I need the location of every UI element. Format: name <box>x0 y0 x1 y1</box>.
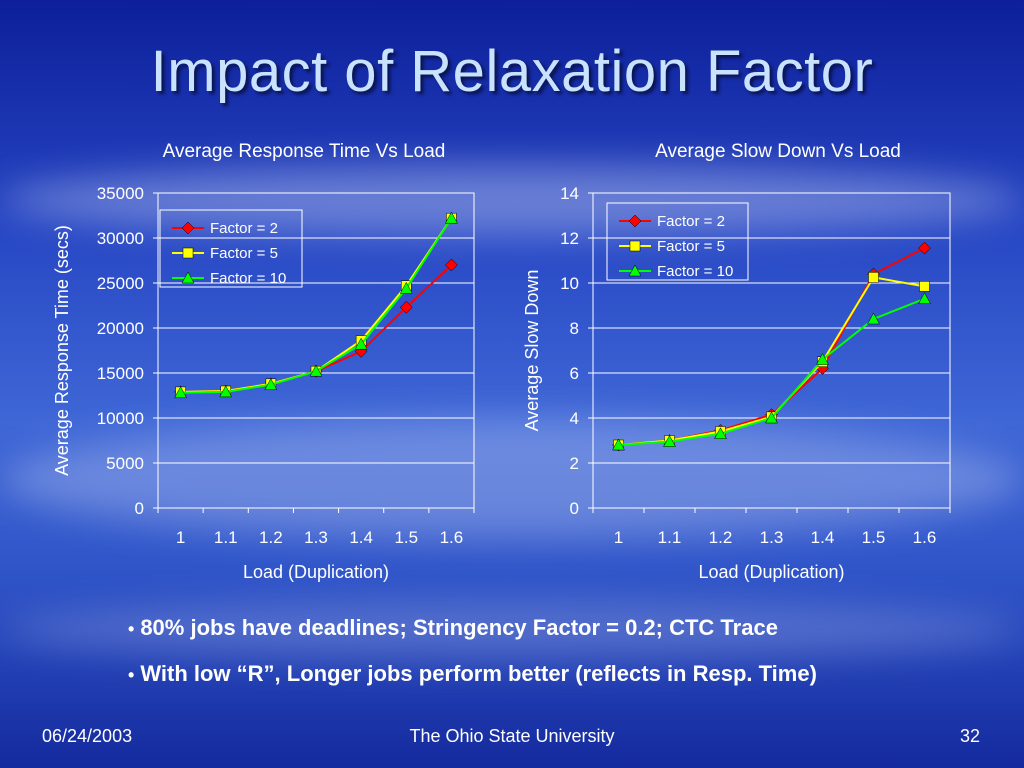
diamond-marker <box>399 300 413 314</box>
y-tick-label: 8 <box>570 319 579 338</box>
triangle-marker <box>174 386 187 399</box>
x-tick-label: 1 <box>614 528 623 547</box>
y-tick-label: 6 <box>570 364 579 383</box>
triangle-marker <box>918 292 931 304</box>
x-tick-label: 1.4 <box>349 528 373 547</box>
x-tick-label: 1.1 <box>658 528 682 547</box>
square-marker <box>868 272 879 283</box>
y-tick-label: 14 <box>560 184 579 203</box>
plot-area <box>592 192 951 509</box>
y-tick-label: 10000 <box>97 409 144 428</box>
y-tick-label: 0 <box>570 499 579 518</box>
y-tick-label: 0 <box>135 499 144 518</box>
legend-box <box>606 202 749 281</box>
square-marker <box>919 281 930 292</box>
triangle-marker <box>309 364 323 377</box>
x-tick-label: 1.1 <box>214 528 238 547</box>
chart-title: Average Slow Down Vs Load <box>655 141 901 162</box>
y-tick-label: 10 <box>560 274 579 293</box>
y-tick-label: 5000 <box>106 454 144 473</box>
footer-date: 06/24/2003 <box>42 726 133 746</box>
chart-title: Average Response Time Vs Load <box>163 141 446 162</box>
triangle-marker <box>663 435 676 447</box>
bullet-dot-icon: • <box>128 619 135 639</box>
legend-label: Factor = 5 <box>210 245 278 262</box>
background-cloud-band <box>0 165 1024 235</box>
legend-diamond-marker <box>181 221 195 235</box>
bullet-text: 80% jobs have deadlines; Stringency Fact… <box>140 615 778 640</box>
footer-organization: The Ohio State University <box>409 726 615 746</box>
y-axis-label: Average Response Time (secs) <box>52 225 72 476</box>
x-tick-label: 1.6 <box>440 528 464 547</box>
triangle-marker <box>264 378 278 390</box>
triangle-marker <box>219 385 233 398</box>
background-cloud-band <box>0 600 1024 660</box>
x-tick-label: 1.2 <box>709 528 733 547</box>
legend-label: Factor = 2 <box>210 220 278 237</box>
y-tick-label: 4 <box>570 409 579 428</box>
triangle-marker <box>354 337 368 350</box>
y-tick-label: 25000 <box>97 274 144 293</box>
diamond-marker <box>918 241 931 255</box>
triangle-marker <box>445 211 458 224</box>
legend-square-marker <box>182 247 194 259</box>
legend-label: Factor = 10 <box>657 263 733 280</box>
x-tick-label: 1.3 <box>760 528 784 547</box>
y-tick-label: 12 <box>560 229 579 248</box>
bullet-list: • 80% jobs have deadlines; Stringency Fac… <box>128 612 817 704</box>
legend-label: Factor = 2 <box>657 213 725 230</box>
triangle-marker <box>867 312 880 325</box>
y-tick-label: 15000 <box>97 364 144 383</box>
footer-page-number: 32 <box>959 726 980 746</box>
x-tick-label: 1 <box>176 528 185 547</box>
x-tick-label: 1.4 <box>811 528 835 547</box>
diamond-marker <box>445 258 458 272</box>
triangle-marker <box>612 438 625 451</box>
plot-area <box>157 192 475 509</box>
legend-square-marker <box>629 240 641 252</box>
triangle-marker <box>399 281 413 294</box>
legend-box <box>159 209 303 288</box>
legend-diamond-marker <box>628 214 642 228</box>
x-tick-label: 1.5 <box>862 528 886 547</box>
bullet-item: • With low “R”, Longer jobs perform bette… <box>128 658 817 704</box>
triangle-marker <box>765 411 778 424</box>
x-tick-label: 1.2 <box>259 528 283 547</box>
legend-triangle-marker <box>181 271 195 284</box>
x-tick-label: 1.3 <box>304 528 328 547</box>
x-axis-label: Load (Duplication) <box>243 562 389 582</box>
triangle-marker <box>714 427 727 439</box>
y-tick-label: 2 <box>570 454 579 473</box>
legend-label: Factor = 5 <box>657 238 725 255</box>
bullet-text: With low “R”, Longer jobs perform better… <box>140 661 817 686</box>
legend-label: Factor = 10 <box>210 270 286 287</box>
y-tick-label: 20000 <box>97 319 144 338</box>
x-tick-label: 1.5 <box>394 528 418 547</box>
triangle-marker <box>816 352 829 365</box>
bullet-dot-icon: • <box>128 665 135 685</box>
bullet-item: • 80% jobs have deadlines; Stringency Fac… <box>128 612 817 658</box>
x-tick-label: 1.6 <box>913 528 937 547</box>
y-axis-label: Average Slow Down <box>522 270 542 432</box>
slide-title: Impact of Relaxation Factor <box>150 39 874 104</box>
y-tick-label: 35000 <box>97 184 144 203</box>
background-cloud-band <box>0 420 1024 540</box>
y-tick-label: 30000 <box>97 229 144 248</box>
legend-triangle-marker <box>628 264 642 277</box>
x-axis-label: Load (Duplication) <box>698 562 844 582</box>
